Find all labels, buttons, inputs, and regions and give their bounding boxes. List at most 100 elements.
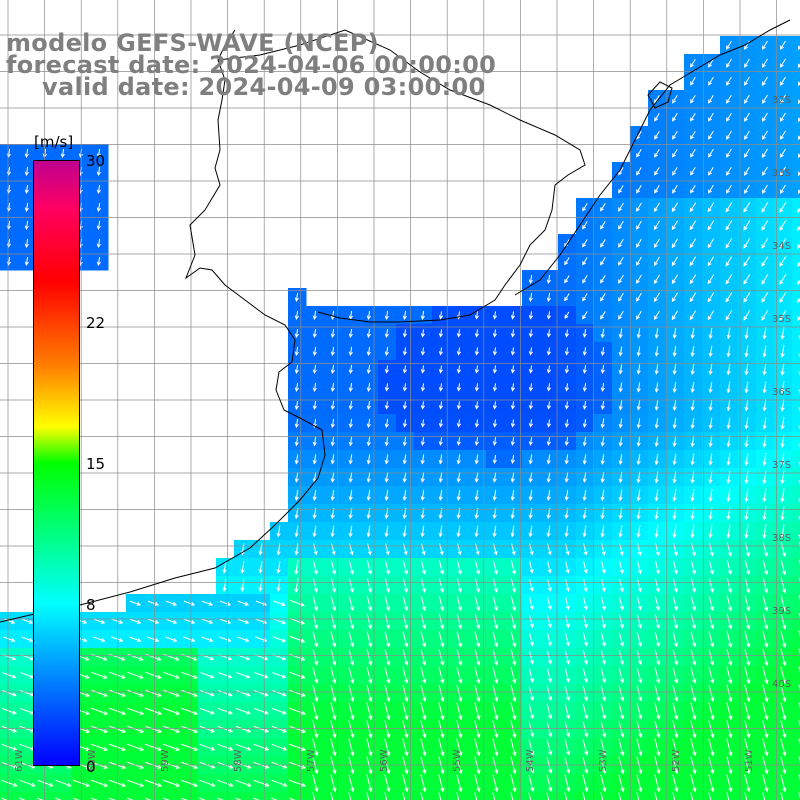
wind-arrow-head: [440, 606, 445, 611]
wind-arrow: [25, 166, 29, 176]
wind-arrow: [492, 774, 498, 792]
wind-speed-cell: [792, 774, 800, 793]
wind-arrow-head: [210, 710, 215, 715]
wind-arrow-head: [600, 387, 605, 392]
wind-arrow-head: [386, 588, 391, 593]
wind-arrow: [546, 792, 550, 800]
wind-arrow: [456, 631, 462, 647]
wind-arrow: [312, 702, 318, 720]
wind-arrow: [763, 327, 767, 339]
wind-arrow-head: [672, 515, 677, 520]
wind-arrow-head: [636, 171, 641, 176]
wind-arrow-head: [619, 624, 624, 629]
wind-arrow: [636, 792, 640, 800]
wind-arrow: [93, 636, 105, 642]
wind-arrow-head: [492, 351, 498, 356]
wind-arrow: [295, 346, 299, 356]
wind-arrow: [385, 472, 389, 482]
wind-arrow-head: [618, 515, 623, 520]
wind-arrow-head: [420, 351, 426, 356]
wind-arrow-head: [492, 405, 498, 410]
wind-arrow-head: [744, 443, 749, 448]
wind-arrow-head: [386, 715, 391, 721]
wind-arrow: [458, 329, 460, 337]
wind-arrow: [458, 311, 460, 319]
wind-arrow-head: [330, 460, 335, 465]
colorbar: [33, 160, 80, 766]
wind-arrow-head: [510, 532, 515, 538]
wind-arrow-head: [456, 441, 461, 446]
wind-arrow: [199, 743, 215, 751]
wind-arrow: [199, 708, 215, 714]
wind-arrow-head: [301, 692, 306, 697]
wind-arrow-head: [744, 406, 749, 412]
wind-arrow-head: [782, 661, 787, 667]
wind-arrow: [440, 347, 442, 355]
wind-arrow-head: [294, 460, 299, 465]
wind-arrow-head: [332, 697, 337, 703]
wind-arrow: [253, 725, 269, 733]
wind-speed-cell: [216, 792, 235, 800]
wind-arrow-head: [154, 638, 160, 642]
wind-arrow: [780, 577, 786, 593]
wind-arrow-head: [764, 570, 769, 575]
wind-arrow-head: [764, 552, 769, 557]
wind-arrow-head: [761, 81, 766, 86]
wind-arrow: [637, 382, 641, 392]
wind-arrow: [349, 382, 353, 392]
wind-arrow-head: [583, 641, 588, 647]
wind-arrow-head: [121, 674, 126, 679]
wind-arrow-head: [600, 225, 604, 230]
wind-arrow: [476, 365, 478, 373]
wind-arrow: [744, 595, 750, 611]
latitude-label: 32S: [772, 95, 791, 106]
wind-arrow: [529, 472, 533, 482]
wind-arrow-head: [728, 606, 733, 612]
wind-arrow: [690, 112, 696, 122]
wind-arrow-head: [103, 710, 109, 715]
wind-arrow: [654, 578, 660, 592]
wind-arrow: [763, 417, 767, 429]
wind-arrow: [97, 184, 101, 194]
wind-arrow: [235, 708, 251, 714]
wind-arrow-head: [798, 425, 800, 430]
wind-arrow-head: [546, 423, 551, 428]
wind-arrow-head: [438, 333, 444, 338]
wind-arrow: [36, 797, 44, 800]
wind-arrow-head: [157, 692, 162, 697]
wind-arrow-head: [779, 99, 784, 104]
wind-arrow: [349, 454, 353, 464]
wind-arrow-head: [402, 351, 408, 356]
wind-arrow-head: [258, 569, 263, 574]
wind-arrow-head: [546, 387, 551, 392]
wind-arrow-head: [139, 746, 145, 751]
wind-arrow: [331, 400, 335, 410]
wind-arrow: [708, 595, 714, 611]
wind-arrow: [295, 310, 299, 320]
wind-arrow-head: [709, 570, 715, 575]
wind-arrow-head: [312, 532, 317, 538]
wind-arrow-head: [636, 207, 640, 212]
wind-arrow-head: [175, 764, 181, 769]
wind-arrow-head: [583, 550, 588, 556]
wind-arrow-head: [726, 99, 730, 104]
wind-arrow: [655, 507, 659, 519]
wind-arrow: [564, 632, 570, 646]
wind-arrow-head: [422, 642, 427, 648]
wind-arrow: [180, 725, 198, 733]
wind-arrow: [312, 738, 318, 756]
wind-arrow-head: [728, 769, 733, 775]
wind-arrow-head: [672, 352, 677, 357]
wind-speed-cell: [54, 792, 73, 800]
wind-arrow: [223, 561, 227, 573]
wind-arrow: [637, 418, 641, 428]
wind-arrow: [456, 667, 462, 683]
wind-arrow: [420, 774, 426, 792]
wind-arrow-head: [384, 405, 390, 410]
wind-arrow: [165, 618, 177, 624]
wind-arrow: [636, 631, 642, 647]
wind-arrow-head: [620, 733, 625, 738]
wind-arrow: [330, 792, 334, 800]
wind-arrow: [636, 292, 642, 302]
wind-arrow: [637, 364, 641, 374]
